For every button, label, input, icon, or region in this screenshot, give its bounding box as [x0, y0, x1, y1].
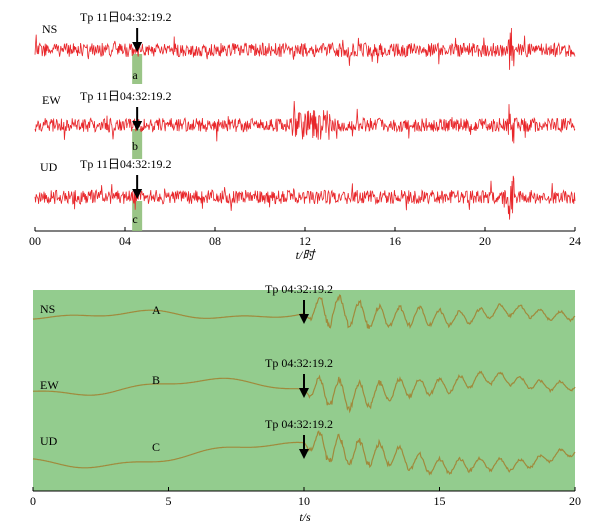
trace-name: NS	[40, 302, 55, 316]
waveform	[34, 27, 576, 70]
trace-name: EW	[42, 93, 61, 107]
marker-label: b	[132, 139, 138, 153]
waveform	[34, 100, 576, 144]
x-tick-label: 16	[389, 234, 401, 248]
marker-label: c	[132, 212, 137, 226]
x-tick-label: 5	[166, 494, 172, 508]
trace-name: NS	[42, 22, 57, 36]
x-tick-label: 24	[569, 234, 581, 248]
marker-box	[132, 129, 143, 159]
x-tick-label: 0	[30, 494, 36, 508]
onset-arrowhead	[299, 314, 309, 324]
waveform	[34, 175, 576, 220]
onset-arrowhead	[132, 121, 143, 131]
marker-box	[132, 201, 143, 231]
marker-label: a	[132, 68, 138, 82]
x-tick-label: 00	[29, 234, 41, 248]
onset-annotation: Tp 11日04:32:19.2	[80, 10, 172, 24]
onset-annotation: Tp 04:32:19.2	[265, 417, 333, 431]
trace-name: EW	[40, 378, 59, 392]
onset-arrowhead	[132, 42, 143, 52]
onset-arrowhead	[132, 189, 143, 199]
onset-annotation: Tp 11日04:32:19.2	[80, 89, 172, 103]
onset-annotation: Tp 04:32:19.2	[265, 282, 333, 296]
x-axis-label: t/时	[296, 248, 317, 262]
trace-name: UD	[40, 434, 58, 448]
onset-annotation: Tp 04:32:19.2	[265, 356, 333, 370]
onset-annotation: Tp 11日04:32:19.2	[80, 157, 172, 171]
x-tick-label: 10	[298, 494, 310, 508]
x-tick-label: 20	[479, 234, 491, 248]
onset-arrowhead	[299, 449, 309, 459]
x-tick-label: 20	[569, 494, 581, 508]
x-axis-label: t/s	[299, 510, 311, 524]
onset-arrowhead	[299, 388, 309, 398]
x-tick-label: 12	[299, 234, 311, 248]
marker-box	[132, 54, 143, 84]
x-tick-label: 08	[209, 234, 221, 248]
marker-label: C	[152, 440, 160, 454]
marker-label: B	[152, 373, 160, 387]
marker-label: A	[152, 303, 161, 317]
x-tick-label: 04	[119, 234, 131, 248]
x-tick-label: 15	[434, 494, 446, 508]
trace-name: UD	[40, 160, 58, 174]
